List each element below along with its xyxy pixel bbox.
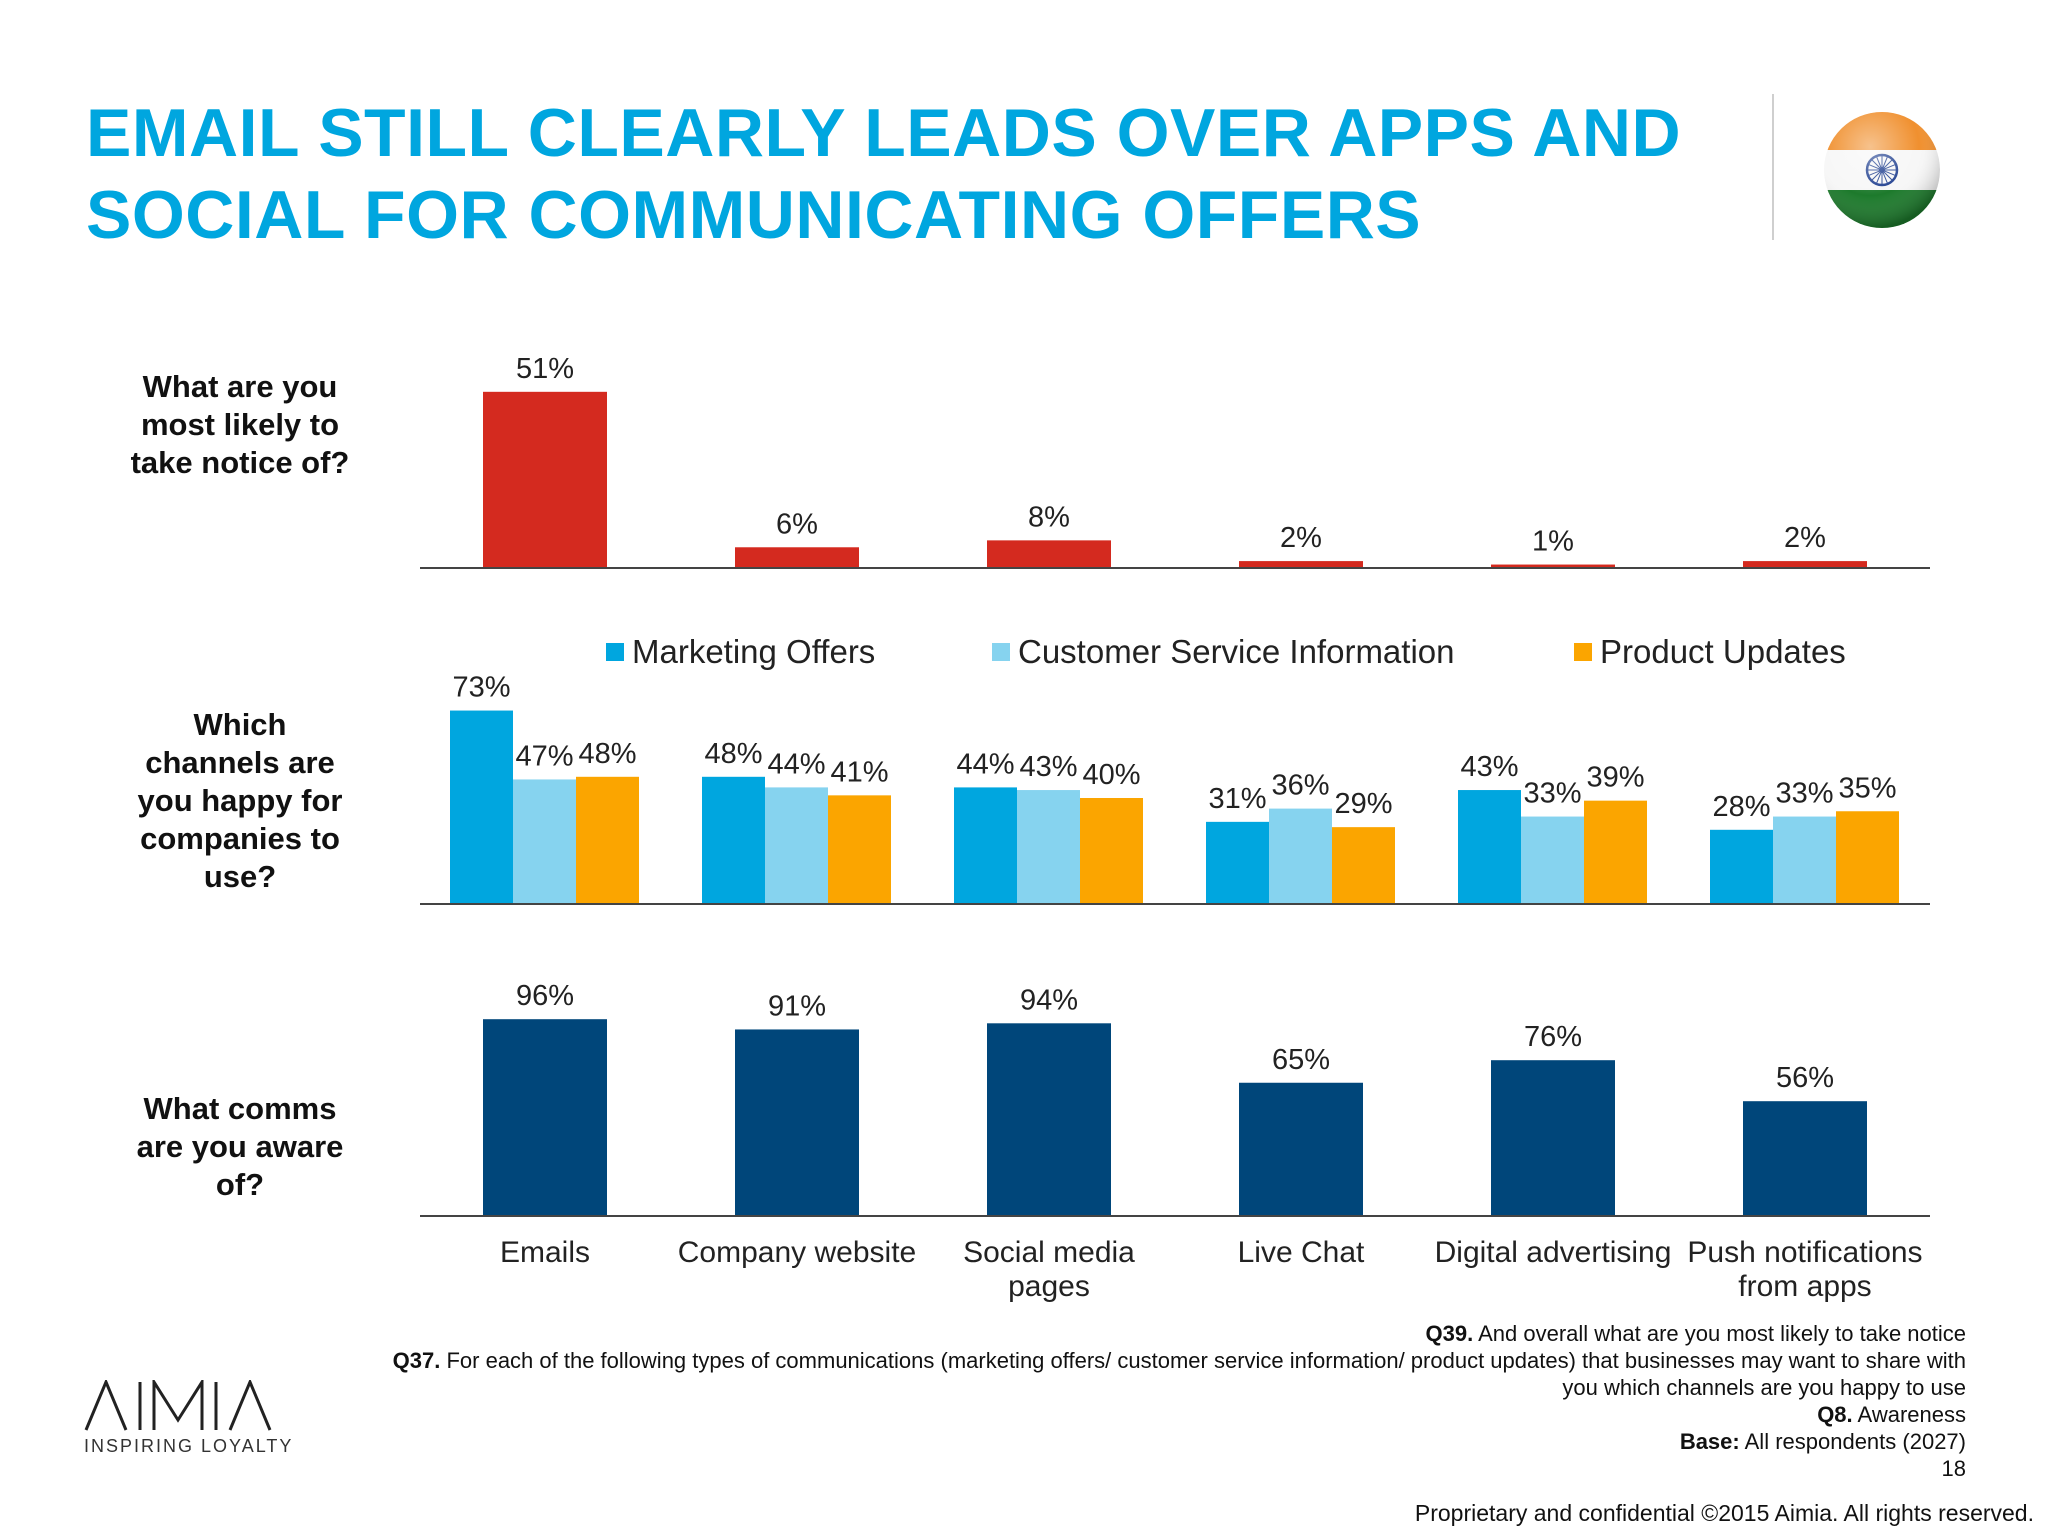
marketing-offers-bar <box>1458 790 1521 904</box>
awareness-bar <box>735 1029 859 1216</box>
awareness-bar <box>1743 1101 1867 1216</box>
marketing-offers-bar <box>1710 829 1773 904</box>
customer-service-bar <box>513 779 576 904</box>
marketing-offers-bar <box>450 710 513 904</box>
customer-service-bar <box>765 787 828 904</box>
category-label: Digital advertising <box>1435 1236 1672 1269</box>
legend-swatch-customer-service <box>992 643 1010 661</box>
category-label: pages <box>1008 1270 1090 1303</box>
product-updates-value-label: 48% <box>578 738 636 770</box>
product-updates-value-label: 29% <box>1334 788 1392 820</box>
aimia-logo: INSPIRING LOYALTY <box>84 1380 293 1457</box>
customer-service-bar <box>1521 816 1584 904</box>
question-take-notice: What are you most likely to take notice … <box>130 369 350 480</box>
category-label: Emails <box>500 1236 590 1269</box>
awareness-value-label: 65% <box>1272 1044 1330 1076</box>
product-updates-value-label: 35% <box>1838 772 1896 804</box>
india-flag-icon <box>1824 112 1940 228</box>
logo-tagline: INSPIRING LOYALTY <box>84 1436 294 1456</box>
title-line-2: SOCIAL FOR COMMUNICATING OFFERS <box>86 177 1422 253</box>
marketing-offers-value-label: 48% <box>704 738 762 770</box>
awareness-bar <box>483 1019 607 1216</box>
awareness-bar <box>1239 1082 1363 1216</box>
category-label: Social media <box>963 1236 1135 1269</box>
awareness-bar <box>1491 1060 1615 1216</box>
notice-bar <box>1743 561 1867 568</box>
aimia-wordmark <box>84 1380 272 1431</box>
footnote-q37: Q37. For each of the following types of … <box>392 1348 1966 1373</box>
copyright: Proprietary and confidential ©2015 Aimia… <box>1414 1500 2034 1526</box>
question-awareness: What comms are you aware of? <box>136 1091 344 1202</box>
legend-label-customer-service: Customer Service Information <box>1018 633 1455 670</box>
customer-service-value-label: 33% <box>1775 778 1833 810</box>
customer-service-value-label: 47% <box>515 740 573 772</box>
page-number: 18 <box>1941 1456 1966 1481</box>
customer-service-bar <box>1017 790 1080 904</box>
product-updates-bar <box>1584 800 1647 904</box>
marketing-offers-value-label: 44% <box>956 748 1014 780</box>
notice-bar <box>483 391 607 568</box>
footnote-base: Base: All respondents (2027) <box>1679 1429 1966 1454</box>
category-label: Push notifications <box>1687 1236 1922 1269</box>
marketing-offers-bar <box>954 787 1017 904</box>
product-updates-value-label: 40% <box>1082 759 1140 791</box>
title-divider <box>1772 94 1774 240</box>
title-line-1: EMAIL STILL CLEARLY LEADS OVER APPS AND <box>86 95 1682 171</box>
product-updates-bar <box>1836 811 1899 904</box>
marketing-offers-value-label: 73% <box>452 672 510 704</box>
product-updates-bar <box>1332 827 1395 904</box>
notice-bar <box>735 547 859 568</box>
awareness-value-label: 56% <box>1776 1062 1834 1094</box>
product-updates-value-label: 39% <box>1586 762 1644 794</box>
awareness-bar <box>987 1023 1111 1216</box>
notice-bar <box>1239 561 1363 568</box>
notice-value-label: 6% <box>776 508 818 540</box>
notice-value-label: 1% <box>1532 526 1574 558</box>
product-updates-bar <box>576 776 639 904</box>
legend-label-product-updates: Product Updates <box>1600 633 1846 670</box>
slide-title: EMAIL STILL CLEARLY LEADS OVER APPS AND … <box>86 92 1706 256</box>
footnotes: Q39. And overall what are you most likel… <box>226 1320 1966 1482</box>
customer-service-bar <box>1269 808 1332 904</box>
marketing-offers-bar <box>1206 821 1269 904</box>
awareness-value-label: 96% <box>516 980 574 1012</box>
footnote-q39: Q39. And overall what are you most likel… <box>1425 1321 1966 1346</box>
category-label: Company website <box>678 1236 916 1269</box>
footnote-q37-cont: you which channels are you happy to use <box>1562 1375 1966 1400</box>
notice-value-label: 2% <box>1784 522 1826 554</box>
marketing-offers-value-label: 43% <box>1460 751 1518 783</box>
customer-service-value-label: 44% <box>767 748 825 780</box>
notice-value-label: 2% <box>1280 522 1322 554</box>
awareness-value-label: 91% <box>768 990 826 1022</box>
customer-service-bar <box>1773 816 1836 904</box>
product-updates-bar <box>828 795 891 904</box>
notice-value-label: 51% <box>516 353 574 385</box>
product-updates-bar <box>1080 798 1143 904</box>
awareness-value-label: 94% <box>1020 984 1078 1016</box>
notice-bar <box>1491 564 1615 568</box>
notice-value-label: 8% <box>1028 501 1070 533</box>
customer-service-value-label: 33% <box>1523 778 1581 810</box>
footnote-q8: Q8. Awareness <box>1817 1402 1966 1427</box>
legend-swatch-product-updates <box>1574 643 1592 661</box>
marketing-offers-bar <box>702 776 765 904</box>
legend-swatch-marketing-offers <box>606 643 624 661</box>
legend-label-marketing-offers: Marketing Offers <box>632 633 875 670</box>
product-updates-value-label: 41% <box>830 756 888 788</box>
category-label: Live Chat <box>1238 1236 1365 1269</box>
marketing-offers-value-label: 28% <box>1712 791 1770 823</box>
notice-bar <box>987 540 1111 568</box>
category-label: from apps <box>1738 1270 1871 1303</box>
marketing-offers-value-label: 31% <box>1208 783 1266 815</box>
awareness-value-label: 76% <box>1524 1021 1582 1053</box>
question-happy-channels: Which channels are you happy for compani… <box>137 707 343 894</box>
customer-service-value-label: 36% <box>1271 770 1329 802</box>
customer-service-value-label: 43% <box>1019 751 1077 783</box>
